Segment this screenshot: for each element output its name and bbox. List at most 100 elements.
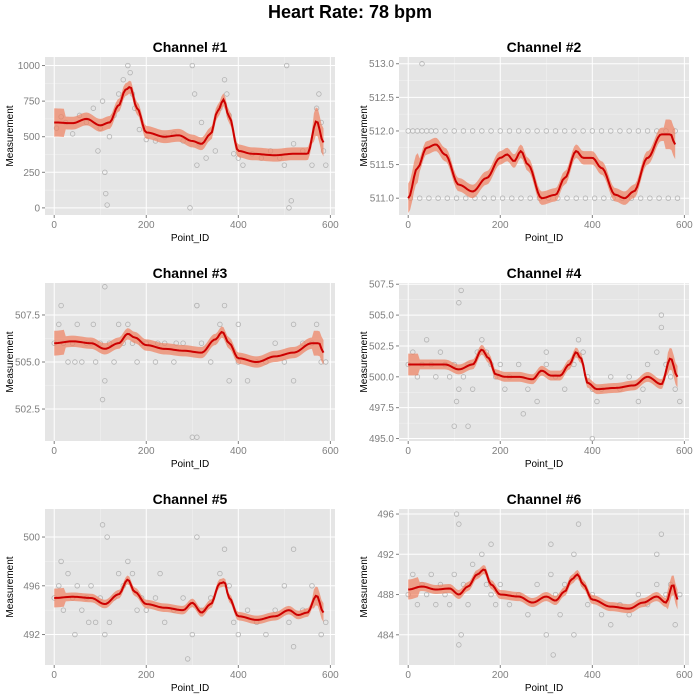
data-point: [281, 162, 288, 168]
x-tick-label: 200: [138, 670, 155, 681]
x-axis-label: Point_ID: [525, 683, 563, 694]
data-point: [60, 607, 67, 613]
panel-title: Channel #2: [507, 39, 582, 55]
data-point: [198, 340, 205, 346]
data-point: [194, 162, 200, 168]
data-point: [281, 583, 288, 589]
data-point: [580, 128, 586, 134]
data-point: [571, 632, 577, 638]
confidence-ribbon: [54, 575, 324, 625]
data-point: [244, 607, 251, 613]
x-tick-label: 200: [138, 220, 155, 231]
x-tick-label: 600: [322, 220, 339, 231]
data-point: [74, 321, 80, 328]
data-point: [286, 619, 292, 626]
y-tick-label: 505.0: [369, 311, 394, 322]
data-point: [194, 534, 200, 540]
data-point: [437, 349, 444, 355]
y-tick-label: 511.0: [370, 194, 395, 205]
data-point: [658, 531, 665, 537]
x-axis-label: Point_ID: [171, 459, 209, 470]
data-point: [518, 195, 524, 201]
data-point: [451, 128, 457, 134]
data-point: [56, 583, 62, 589]
data-point: [72, 359, 78, 365]
data-point: [644, 361, 651, 368]
chart-panel-4: 0 200 400 600 495.0 497.5 500.0 502.5 505.0 507.5…: [359, 265, 693, 470]
data-point: [290, 644, 297, 650]
y-tick-label: 488: [377, 590, 394, 601]
data-point: [106, 619, 113, 626]
data-point: [591, 195, 598, 201]
data-point: [217, 570, 223, 577]
data-point: [90, 321, 97, 328]
data-point: [240, 162, 246, 168]
x-tick-label: 600: [676, 446, 693, 457]
y-axis-label: Measurement: [359, 556, 370, 617]
data-point: [58, 558, 64, 565]
data-point: [184, 656, 191, 662]
x-tick-label: 400: [584, 220, 601, 231]
data-point: [458, 287, 464, 294]
x-tick-label: 600: [676, 220, 693, 231]
data-point: [497, 128, 503, 134]
x-tick-label: 0: [51, 220, 57, 231]
x-tick-label: 200: [492, 220, 509, 231]
data-point: [103, 190, 109, 197]
data-point: [423, 591, 430, 598]
data-point: [598, 128, 605, 134]
y-axis-label: Measurement: [5, 556, 16, 617]
data-point: [56, 321, 62, 328]
data-point: [290, 378, 297, 384]
data-point: [180, 595, 186, 601]
data-point: [550, 652, 556, 658]
data-point: [571, 551, 577, 557]
data-point: [488, 128, 494, 134]
x-tick-label: 200: [492, 446, 509, 457]
data-point: [469, 128, 476, 134]
data-point: [534, 398, 540, 405]
data-point: [677, 398, 683, 405]
data-point: [446, 374, 453, 380]
x-tick-label: 400: [230, 446, 247, 457]
data-point: [189, 62, 196, 69]
data-point: [446, 601, 453, 608]
data-point: [231, 619, 237, 626]
data-point: [499, 195, 506, 201]
data-point: [582, 195, 589, 201]
y-tick-label: 750: [23, 97, 40, 108]
y-tick-label: 512.5: [369, 93, 394, 104]
data-point: [506, 601, 513, 608]
y-tick-label: 495.0: [369, 434, 394, 445]
data-point: [221, 302, 228, 309]
x-tick-label: 600: [676, 670, 693, 681]
data-point: [453, 195, 460, 201]
data-point: [313, 321, 320, 328]
data-point: [127, 69, 133, 76]
y-tick-label: 507.5: [15, 310, 40, 321]
data-point: [231, 151, 237, 157]
x-tick-label: 400: [230, 220, 247, 231]
data-point: [617, 128, 623, 134]
data-point: [90, 105, 97, 111]
data-point: [244, 378, 251, 384]
data-point: [95, 148, 101, 154]
data-point: [290, 321, 297, 328]
data-point: [608, 622, 614, 628]
data-point: [286, 205, 292, 211]
x-tick-label: 600: [322, 446, 339, 457]
x-axis-label: Point_ID: [525, 459, 563, 470]
data-point: [414, 601, 421, 608]
data-point: [442, 128, 448, 134]
data-point: [490, 195, 497, 201]
chart-panel-5: 0 200 400 600 492 496 500 Channel #5 Point_ID Mea…: [5, 491, 339, 694]
data-point: [525, 128, 531, 134]
data-point: [626, 374, 632, 380]
data-point: [288, 198, 294, 204]
data-point: [479, 128, 485, 134]
data-point: [456, 642, 462, 648]
y-tick-label: 507.5: [369, 280, 394, 291]
data-point: [435, 195, 441, 201]
data-point: [203, 155, 209, 161]
